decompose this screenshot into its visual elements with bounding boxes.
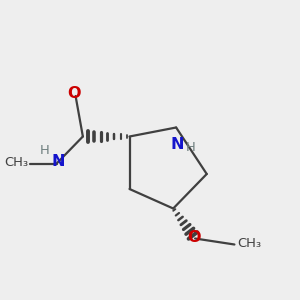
Text: H: H: [40, 144, 50, 158]
Text: N: N: [51, 154, 65, 169]
Text: O: O: [68, 86, 81, 101]
Text: O: O: [188, 230, 201, 244]
Text: CH₃: CH₃: [4, 155, 28, 169]
Text: H: H: [186, 141, 196, 154]
Text: CH₃: CH₃: [237, 237, 261, 250]
Text: N: N: [171, 136, 184, 152]
